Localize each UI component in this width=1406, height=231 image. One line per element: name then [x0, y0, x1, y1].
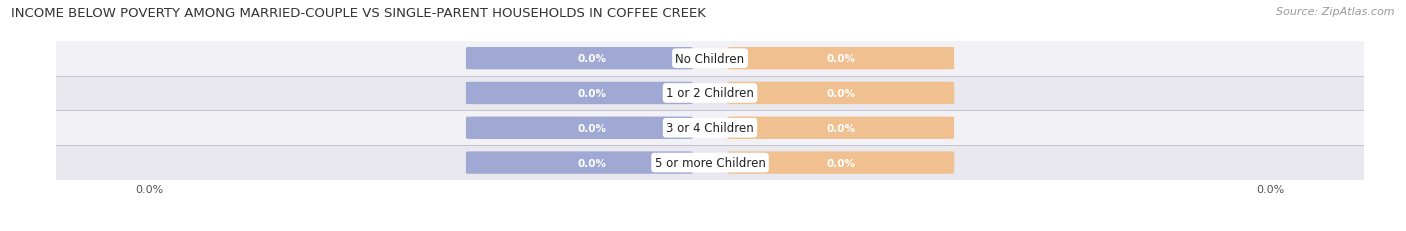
Bar: [25, 76, 1395, 111]
FancyBboxPatch shape: [465, 48, 693, 70]
Text: 0.0%: 0.0%: [827, 123, 855, 133]
FancyBboxPatch shape: [465, 82, 693, 105]
FancyBboxPatch shape: [465, 117, 693, 139]
FancyBboxPatch shape: [727, 48, 955, 70]
Text: 0.0%: 0.0%: [578, 158, 606, 168]
Text: 0.0%: 0.0%: [827, 158, 855, 168]
Text: 0.0%: 0.0%: [578, 54, 606, 64]
Text: 0.0%: 0.0%: [827, 88, 855, 99]
Text: INCOME BELOW POVERTY AMONG MARRIED-COUPLE VS SINGLE-PARENT HOUSEHOLDS IN COFFEE : INCOME BELOW POVERTY AMONG MARRIED-COUPL…: [11, 7, 706, 20]
FancyBboxPatch shape: [727, 152, 955, 174]
Bar: [25, 42, 1395, 76]
FancyBboxPatch shape: [727, 82, 955, 105]
Text: 0.0%: 0.0%: [578, 88, 606, 99]
FancyBboxPatch shape: [465, 152, 693, 174]
Bar: [25, 111, 1395, 146]
Text: 0.0%: 0.0%: [827, 54, 855, 64]
FancyBboxPatch shape: [727, 117, 955, 139]
Text: No Children: No Children: [675, 52, 745, 65]
Text: 5 or more Children: 5 or more Children: [655, 156, 765, 169]
Text: 1 or 2 Children: 1 or 2 Children: [666, 87, 754, 100]
Bar: [25, 146, 1395, 180]
Text: 3 or 4 Children: 3 or 4 Children: [666, 122, 754, 135]
Text: 0.0%: 0.0%: [578, 123, 606, 133]
Text: Source: ZipAtlas.com: Source: ZipAtlas.com: [1277, 7, 1395, 17]
